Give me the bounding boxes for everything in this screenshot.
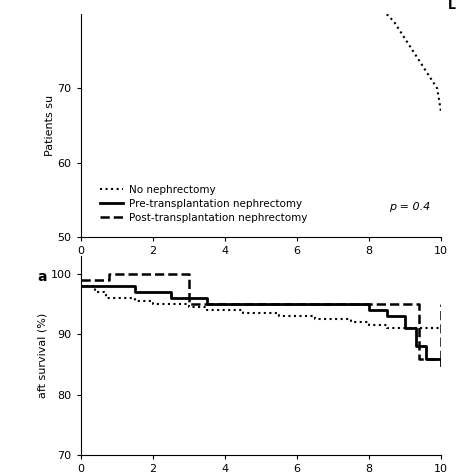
Y-axis label: aft survival (%): aft survival (%) bbox=[38, 313, 48, 398]
Legend: No nephrectomy, Pre-transplantation nephrectomy, Post-transplantation nephrectom: No nephrectomy, Pre-transplantation neph… bbox=[100, 184, 308, 223]
X-axis label: Follow-up after transplantation (yrs): Follow-up after transplantation (yrs) bbox=[160, 259, 361, 269]
Text: a: a bbox=[37, 270, 47, 284]
Text: L: L bbox=[448, 0, 456, 12]
Y-axis label: Patients su: Patients su bbox=[45, 95, 55, 156]
Text: p = 0.4: p = 0.4 bbox=[389, 202, 430, 212]
